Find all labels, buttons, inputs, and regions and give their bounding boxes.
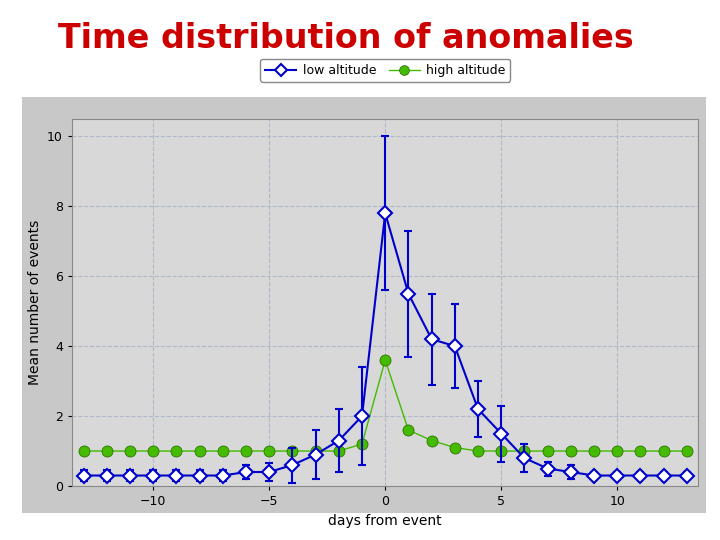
Text: Time distribution of anomalies: Time distribution of anomalies: [58, 22, 634, 55]
high altitude: [126, 448, 135, 454]
high altitude: [544, 448, 552, 454]
high altitude: [335, 448, 343, 454]
high altitude: [218, 448, 227, 454]
high altitude: [683, 448, 691, 454]
high altitude: [172, 448, 181, 454]
high altitude: [381, 357, 390, 363]
high altitude: [311, 448, 320, 454]
Line: high altitude: high altitude: [78, 355, 693, 457]
high altitude: [613, 448, 621, 454]
high altitude: [79, 448, 88, 454]
X-axis label: days from event: days from event: [328, 514, 442, 528]
high altitude: [451, 444, 459, 451]
high altitude: [427, 437, 436, 444]
high altitude: [102, 448, 111, 454]
high altitude: [497, 448, 505, 454]
high altitude: [242, 448, 251, 454]
Legend: low altitude, high altitude: low altitude, high altitude: [260, 59, 510, 82]
high altitude: [520, 448, 528, 454]
high altitude: [636, 448, 644, 454]
high altitude: [195, 448, 204, 454]
high altitude: [149, 448, 158, 454]
high altitude: [265, 448, 274, 454]
high altitude: [590, 448, 598, 454]
Y-axis label: Mean number of events: Mean number of events: [27, 220, 42, 385]
high altitude: [660, 448, 668, 454]
high altitude: [474, 448, 482, 454]
high altitude: [358, 441, 366, 447]
high altitude: [404, 427, 413, 433]
high altitude: [288, 448, 297, 454]
high altitude: [567, 448, 575, 454]
